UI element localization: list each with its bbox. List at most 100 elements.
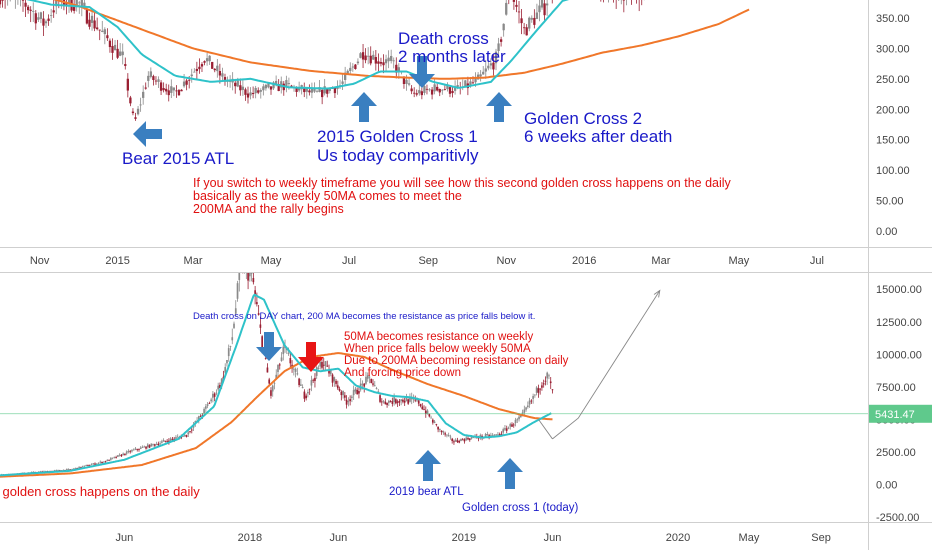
candle-body xyxy=(480,74,482,76)
candle-body xyxy=(513,0,515,2)
candle-body xyxy=(32,11,34,12)
candle-body xyxy=(324,86,326,93)
candle-body xyxy=(444,89,446,90)
candle-body xyxy=(346,400,348,405)
candle-body xyxy=(349,399,351,401)
candle-body xyxy=(93,20,95,28)
y-tick-label: 12500.00 xyxy=(876,317,922,329)
candle-body xyxy=(407,399,409,403)
candle-body xyxy=(147,444,149,447)
candle xyxy=(211,62,213,69)
y-tick-label: 300.00 xyxy=(876,43,910,55)
candle-body xyxy=(356,390,358,394)
candle-body xyxy=(152,444,154,445)
candle-body xyxy=(142,447,144,448)
candle-body xyxy=(497,434,499,435)
y-tick-label: 15000.00 xyxy=(876,284,922,296)
candle-body xyxy=(332,375,334,383)
candle-body xyxy=(494,435,496,436)
candle-body xyxy=(485,434,487,437)
candle-body xyxy=(420,404,422,406)
candle-body xyxy=(342,391,344,395)
candle-body xyxy=(122,454,124,455)
candle-body xyxy=(166,441,168,442)
candle-body xyxy=(472,82,474,83)
candle-body xyxy=(35,13,37,23)
candle-body xyxy=(230,346,232,347)
candle-body xyxy=(448,435,450,436)
candle-body xyxy=(418,90,420,93)
candle-body xyxy=(196,69,198,71)
candle-body xyxy=(506,428,508,430)
x-tick-label: Sep xyxy=(418,255,438,267)
candle-body xyxy=(99,30,101,31)
candle-body xyxy=(462,439,464,440)
candle-body xyxy=(211,62,213,69)
last-price-tag: 5431.47 xyxy=(869,405,932,423)
candle-body xyxy=(163,440,165,442)
candle-body xyxy=(208,56,210,61)
candle-body xyxy=(139,105,141,106)
candle-body xyxy=(219,71,221,75)
candle-body xyxy=(359,53,361,58)
candle-body xyxy=(384,402,386,404)
candle-body xyxy=(112,458,114,459)
candle-body xyxy=(503,24,505,30)
candle-body xyxy=(81,0,83,6)
annotation-golden-cross-1-title: 2015 Golden Cross 1 xyxy=(317,127,478,146)
candle-body xyxy=(122,52,124,56)
candle-body xyxy=(375,57,377,64)
candle-body xyxy=(268,379,270,383)
candle-body xyxy=(538,388,540,393)
candle-body xyxy=(85,465,87,466)
candle-body xyxy=(40,12,42,19)
candle-body xyxy=(131,450,133,451)
candle-body xyxy=(533,18,535,25)
candle-body xyxy=(295,369,297,372)
candle-body xyxy=(198,67,200,69)
candle-body xyxy=(114,457,116,458)
candle-body xyxy=(532,396,534,399)
x-tick-label: 2016 xyxy=(572,255,596,267)
candle-body xyxy=(209,403,211,404)
candle-body xyxy=(531,401,533,402)
candle-body xyxy=(397,402,399,403)
candle-body xyxy=(165,441,167,442)
y-tick-label: 100.00 xyxy=(876,165,910,177)
candle-body xyxy=(242,87,244,90)
candle-body xyxy=(383,401,385,402)
candle-body xyxy=(161,441,163,442)
y-tick-label: 200.00 xyxy=(876,104,910,116)
candle-body xyxy=(471,437,473,439)
candle-body xyxy=(114,45,116,50)
candle-body xyxy=(393,60,395,61)
candle-body xyxy=(94,464,96,465)
y-tick-label: 350.00 xyxy=(876,13,910,25)
candle-body xyxy=(206,58,208,61)
candle-body xyxy=(154,444,156,445)
candle-body xyxy=(469,439,471,440)
candle-body xyxy=(277,365,279,372)
candle-body xyxy=(395,399,397,403)
candle-body xyxy=(402,400,404,402)
candle-body xyxy=(265,358,267,359)
candle-body xyxy=(388,401,390,403)
candle-body xyxy=(147,76,149,81)
candle-body xyxy=(482,72,484,75)
candle-body xyxy=(357,62,359,64)
candle-body xyxy=(233,324,235,328)
candle-body xyxy=(234,83,236,86)
x-tick-label: Jun xyxy=(544,532,562,544)
candle-body xyxy=(370,56,372,64)
candle-body xyxy=(527,406,529,407)
candle-body xyxy=(541,0,543,8)
annotation-death-cross-subtitle: 2 months later xyxy=(398,47,506,66)
candle-body xyxy=(441,90,443,91)
candle-body xyxy=(244,89,246,94)
candle-body xyxy=(433,84,435,91)
candle-body xyxy=(400,399,402,401)
candle-body xyxy=(142,92,144,98)
candle-body xyxy=(545,381,547,382)
